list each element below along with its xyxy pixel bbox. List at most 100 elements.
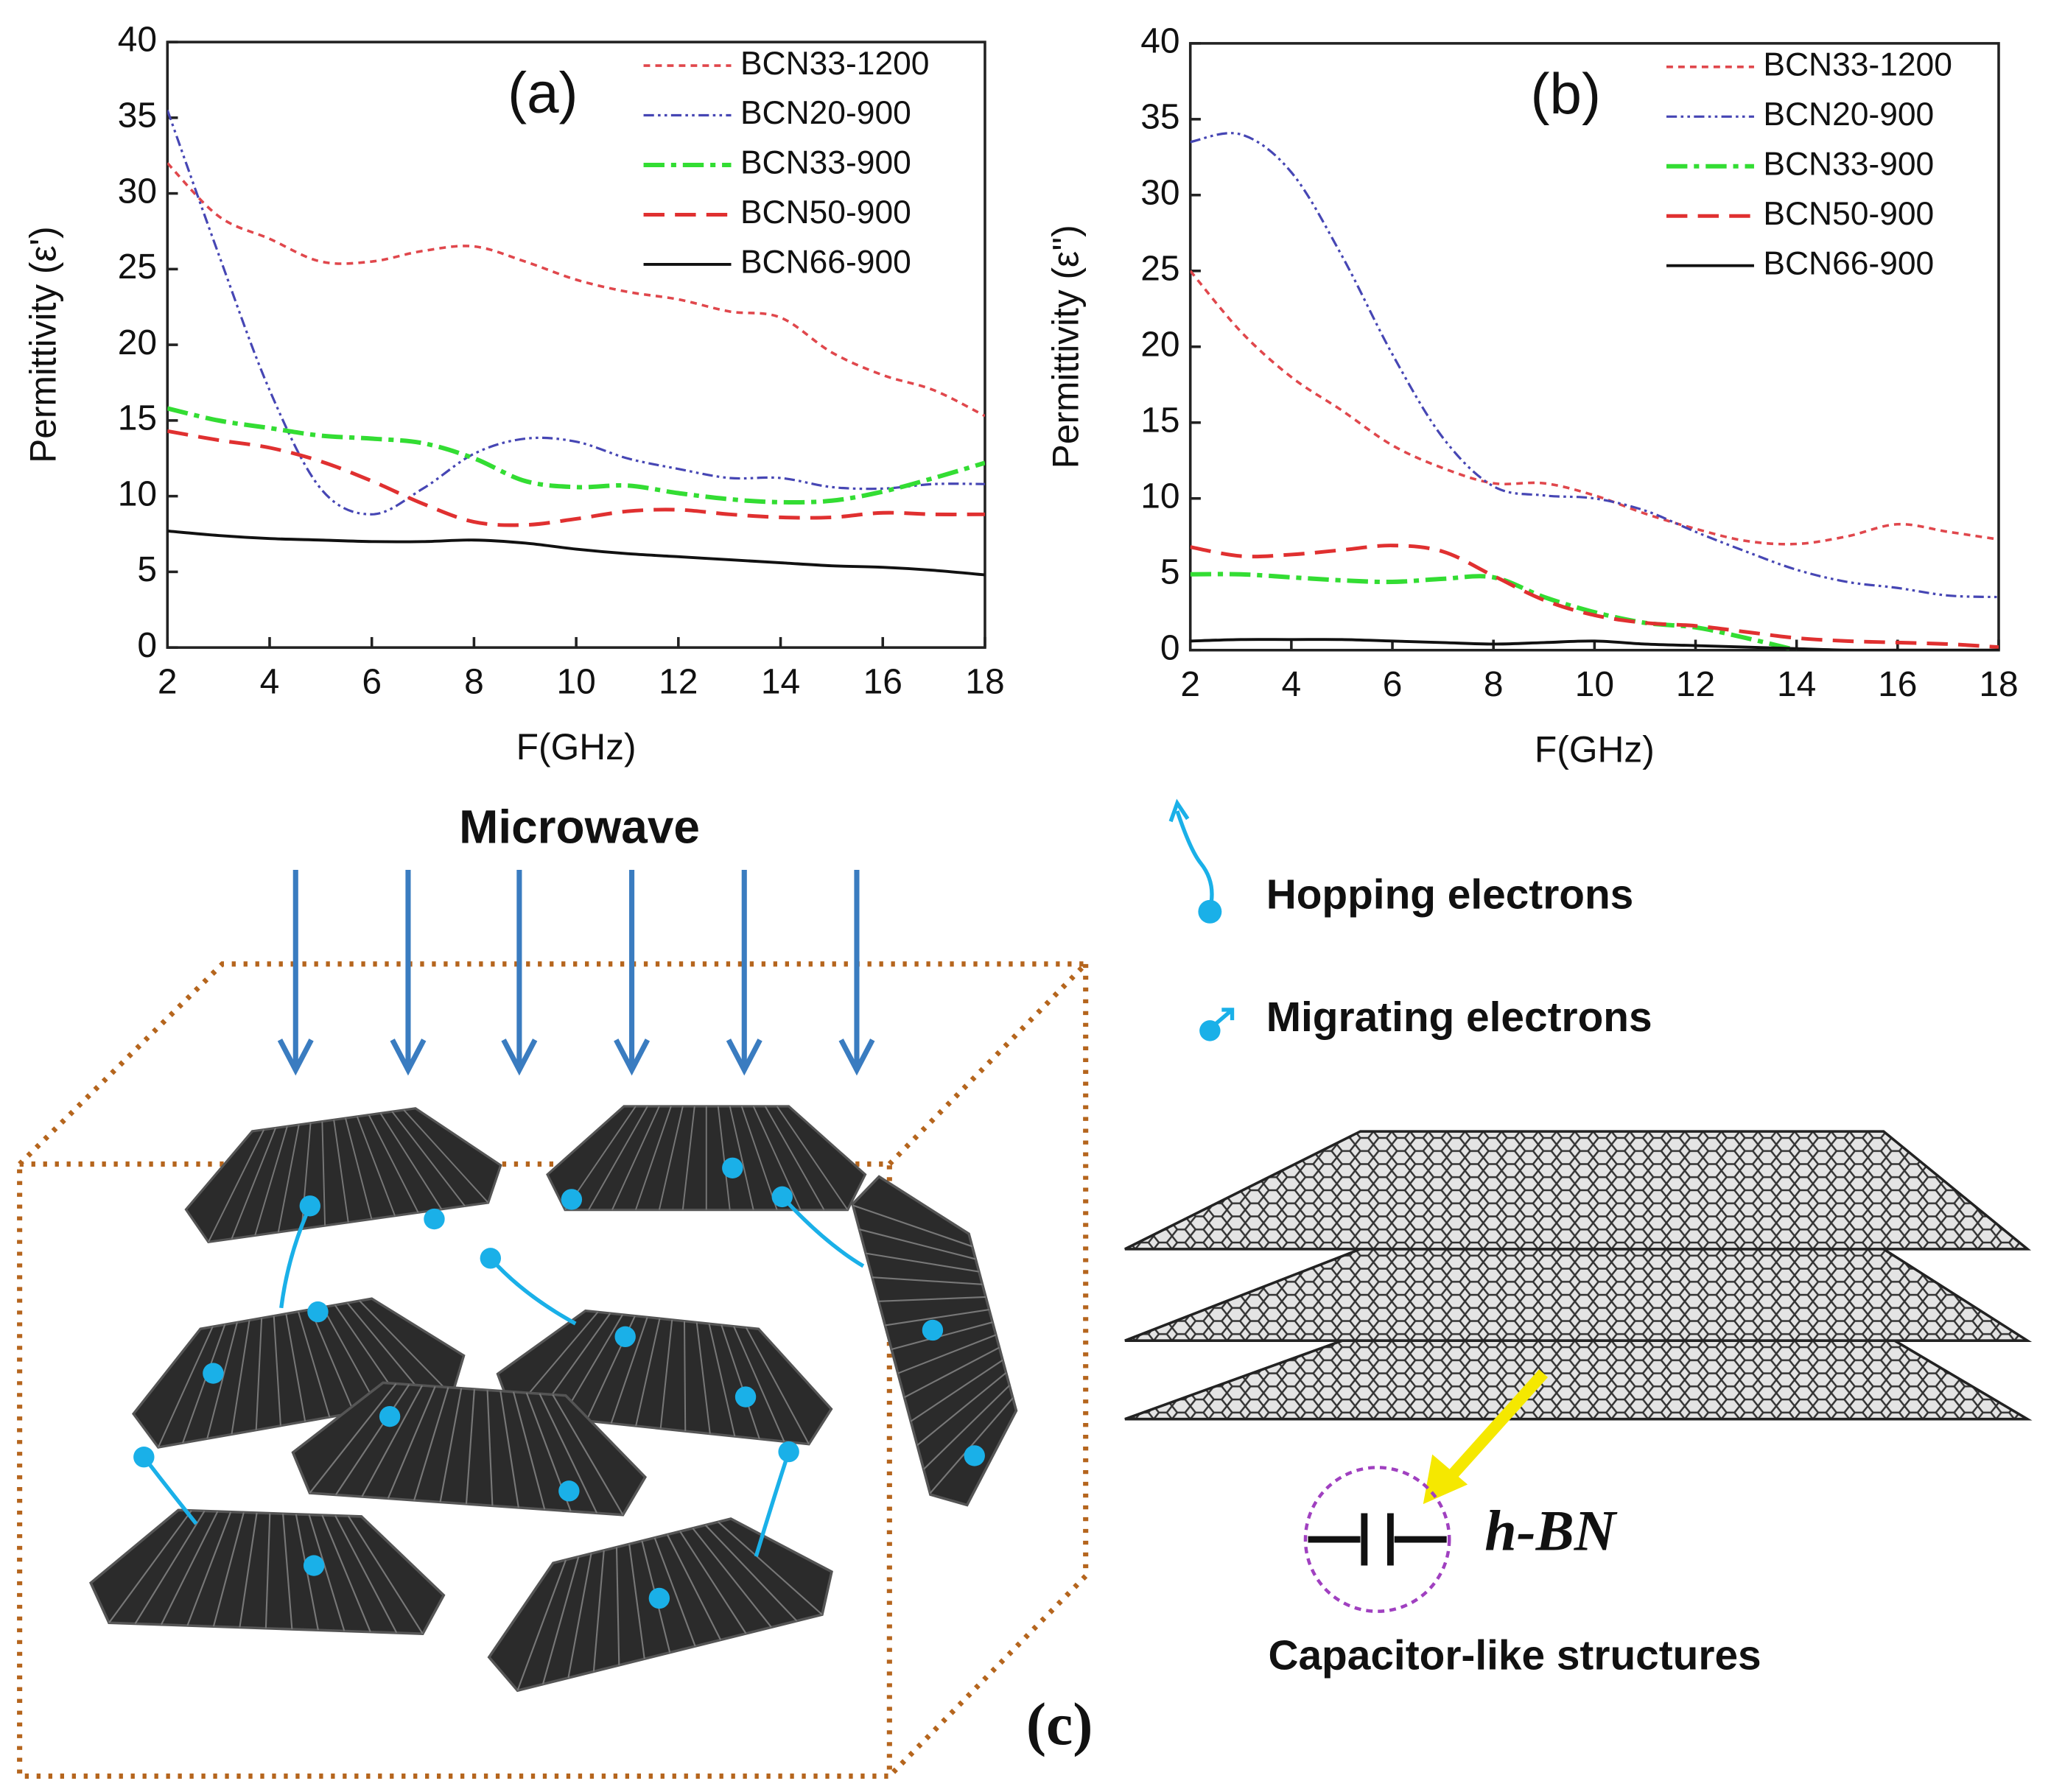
sheet-ridge <box>635 1318 661 1427</box>
sheet-ridge <box>904 1346 1000 1399</box>
y-tick-label: 30 <box>118 172 157 211</box>
sheet-ridge <box>516 1559 567 1691</box>
yellow-arrow <box>1447 1369 1549 1480</box>
panel-label: (a) <box>508 60 578 124</box>
series-line <box>1190 132 1999 599</box>
series-line <box>1190 270 1999 546</box>
microwave-label: Microwave <box>459 801 700 854</box>
arrow-head <box>277 1039 314 1076</box>
sheet-ridge <box>254 1125 288 1236</box>
sheet-ridge <box>206 1322 238 1439</box>
sheet-ridge <box>588 1106 648 1211</box>
arrow-head <box>614 1039 651 1076</box>
sheet-ridge <box>764 1106 825 1211</box>
sheet-ridge <box>717 1106 731 1210</box>
panel-label: (b) <box>1531 61 1601 126</box>
electron <box>964 1445 985 1466</box>
sheet-ridge <box>309 1382 397 1494</box>
x-tick-label: 6 <box>1383 665 1403 704</box>
sheet-ridge <box>359 1300 453 1396</box>
x-axis-label: F(GHz) <box>1535 728 1655 770</box>
y-tick-label: 25 <box>118 247 157 287</box>
sheet-ridge <box>679 1531 747 1634</box>
electron <box>379 1405 401 1427</box>
x-tick-label: 12 <box>659 663 698 702</box>
sheet-ridge <box>334 1384 410 1496</box>
sheet-ridge <box>499 1391 519 1508</box>
sheet-ridge <box>321 1121 326 1226</box>
electron <box>614 1326 636 1348</box>
y-tick-label: 35 <box>1140 98 1179 137</box>
sheet-ridge <box>465 1388 475 1504</box>
series-line <box>167 529 985 577</box>
sheet-ridge <box>708 1324 736 1437</box>
sheet-ridge <box>308 1514 346 1631</box>
electron <box>558 1480 580 1502</box>
y-tick-label: 25 <box>1140 249 1179 288</box>
sheet-ridge <box>273 1315 281 1426</box>
sheet-ridge <box>231 1320 250 1435</box>
sheet-ridge <box>729 1106 754 1210</box>
x-tick-label: 12 <box>1676 665 1715 704</box>
sheet-ridge <box>541 1556 580 1684</box>
sheet-ridge <box>277 1124 300 1233</box>
y-axis-label: Permittivity (ε') <box>22 226 63 463</box>
layer <box>1124 1130 2032 1251</box>
sheet-ridge <box>776 1106 849 1211</box>
hop-path <box>780 1195 865 1268</box>
x-tick-label: 18 <box>1979 665 2018 704</box>
sheet-ridge <box>208 1129 265 1243</box>
arrow-head <box>390 1039 427 1076</box>
sheet-ridge <box>108 1510 192 1623</box>
x-tick-label: 8 <box>1484 665 1504 704</box>
y-tick-label: 10 <box>118 474 157 513</box>
migrating-label: Migrating electrons <box>1266 994 1652 1041</box>
series-line <box>1190 544 1999 650</box>
caption: Capacitor-like structures <box>1268 1633 1761 1679</box>
sheet-ridge <box>615 1547 620 1665</box>
y-tick-label: 15 <box>118 399 157 438</box>
microwave-arrows <box>277 869 875 1076</box>
capacitor-circle <box>1303 1466 1451 1613</box>
legend-label: BCN33-900 <box>740 145 911 181</box>
sheet-ridge <box>865 1252 980 1273</box>
series-line <box>167 429 985 527</box>
sheet-ridge <box>539 1393 598 1514</box>
sheet-ridge <box>512 1391 546 1510</box>
y-tick-label: 30 <box>1140 173 1179 212</box>
sheet-ridge <box>891 1321 993 1351</box>
y-tick-label: 20 <box>118 323 157 362</box>
legend-label: BCN20-900 <box>1763 96 1934 133</box>
electron <box>561 1189 583 1210</box>
x-tick-label: 18 <box>965 663 1004 702</box>
sheet-ridge <box>872 1276 983 1285</box>
electron <box>722 1157 743 1179</box>
x-axis-label: F(GHz) <box>516 726 637 767</box>
sheet <box>851 1175 1018 1507</box>
arrow-head <box>726 1039 762 1076</box>
sheet-ridge <box>361 1385 423 1497</box>
sheet-ridge <box>285 1313 306 1422</box>
sheet <box>131 1297 466 1449</box>
sheet-ridge <box>916 1371 1007 1447</box>
sheet-ridge <box>403 1109 489 1204</box>
layer <box>1124 1248 2033 1342</box>
diagram: Microwave Hopping electrons Migrating el… <box>17 798 2033 1779</box>
sheet-ridge <box>157 1326 214 1448</box>
x-tick-label: 10 <box>1575 665 1614 704</box>
sheet-ridge <box>653 1537 696 1647</box>
hop-path <box>142 1455 198 1525</box>
sheet-ridge <box>659 1319 673 1429</box>
legend-label: BCN33-900 <box>1763 146 1934 182</box>
migrating-icon <box>1212 1008 1235 1027</box>
sheet <box>546 1105 867 1212</box>
sheet-ridge <box>910 1359 1003 1422</box>
y-tick-label: 40 <box>118 21 157 60</box>
sheet-ridge <box>356 1116 396 1217</box>
sheet-ridge <box>264 1513 271 1628</box>
y-tick-label: 5 <box>1160 552 1180 591</box>
sheet-ridge <box>439 1388 463 1503</box>
plot-frame <box>166 41 986 649</box>
sheet-ridge <box>634 1106 672 1210</box>
sheet-ridge <box>681 1106 695 1210</box>
